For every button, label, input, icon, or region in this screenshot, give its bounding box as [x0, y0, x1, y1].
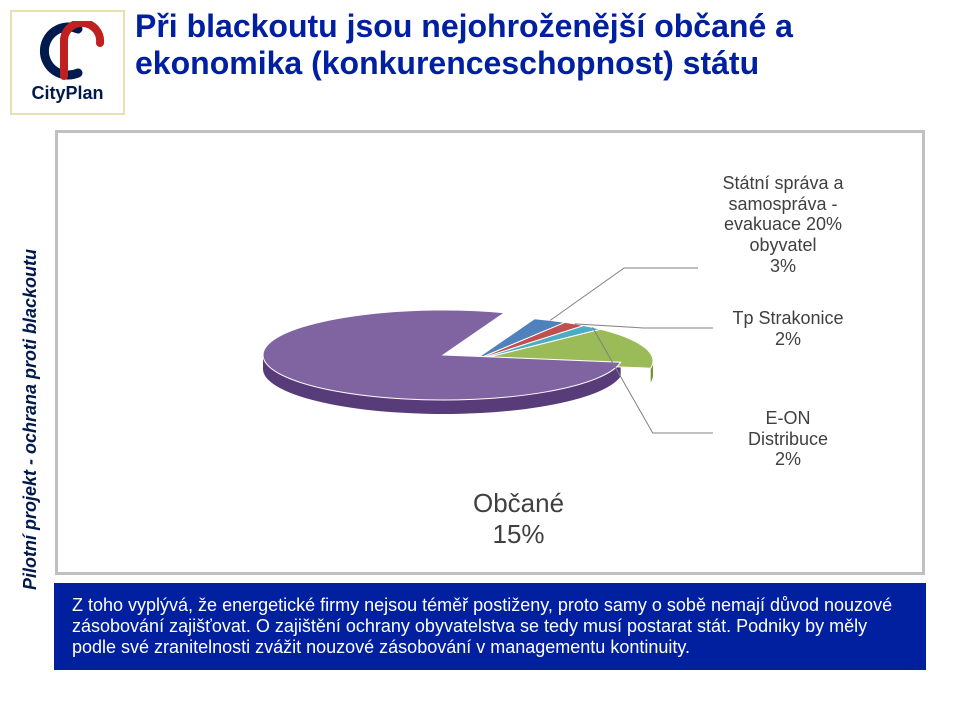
page-title: Při blackoutu jsou nejohroženější občané…	[135, 8, 935, 82]
footnote-text: Z toho vyplývá, že energetické firmy nej…	[72, 595, 892, 657]
pie-chart: Podniky 78% Občané 15% Státní správa a s…	[58, 133, 922, 572]
sidebar-label: Pilotní projekt - ochrana proti blackout…	[20, 160, 41, 590]
chart-frame: Podniky 78% Občané 15% Státní správa a s…	[55, 130, 925, 575]
logo-box: CityPlan	[10, 10, 125, 115]
logo-mark	[28, 21, 108, 81]
slice-label-statni-sprava: Státní správa a samospráva - evakuace 20…	[688, 173, 878, 276]
footnote-bar: Z toho vyplývá, že energetické firmy nej…	[54, 583, 926, 670]
slice-label-eon: E-ON Distribuce 2%	[708, 408, 868, 470]
slice-label-obcane: Občané 15%	[473, 488, 564, 550]
slice-label-podniky: Podniky 78%	[158, 313, 251, 375]
logo-text: CityPlan	[31, 83, 103, 104]
slice-label-tp-strakonice: Tp Strakonice 2%	[708, 308, 868, 349]
sidebar-label-container: Pilotní projekt - ochrana proti blackout…	[0, 160, 35, 590]
